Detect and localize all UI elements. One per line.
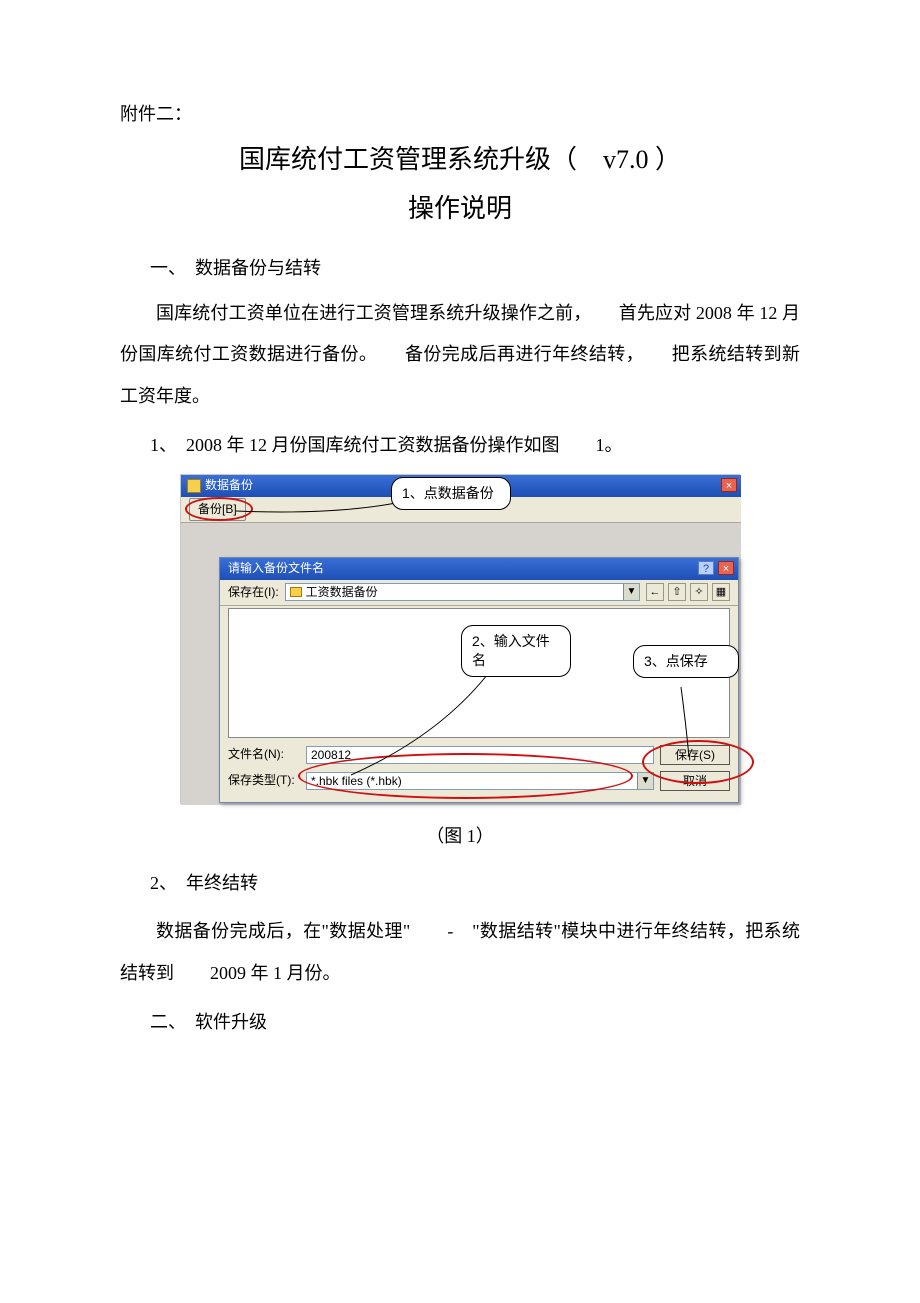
section-2-heading: 二、 软件升级 — [150, 1008, 800, 1037]
dialog-help-button[interactable]: ? — [698, 561, 714, 575]
new-folder-icon[interactable]: ✧ — [690, 583, 708, 601]
save-in-label: 保存在(I): — [228, 583, 279, 602]
app-icon — [187, 479, 201, 493]
doc-title-sub: 操作说明 — [120, 188, 800, 230]
chevron-down-icon[interactable]: ▼ — [637, 773, 653, 789]
figure-1-screenshot: 数据备份 × 备份[B] 请输入备份文件名 ? × 保存在(I): 工资数据备份… — [180, 474, 740, 804]
highlight-oval-backup — [185, 497, 253, 521]
figure-1-caption: （图 1） — [120, 822, 800, 851]
highlight-oval-filename — [298, 753, 633, 799]
filetype-label: 保存类型(T): — [228, 771, 300, 790]
dialog-tool-icons: ← ⇧ ✧ ▦ — [646, 583, 730, 601]
view-menu-icon[interactable]: ▦ — [712, 583, 730, 601]
highlight-oval-save — [642, 740, 754, 784]
save-in-folder-name: 工资数据备份 — [306, 583, 378, 602]
nav-up-icon[interactable]: ⇧ — [668, 583, 686, 601]
outer-window-title: 数据备份 — [205, 476, 253, 495]
save-dialog-toolbar: 保存在(I): 工资数据备份 ▼ ← ⇧ ✧ ▦ — [220, 580, 738, 606]
save-dialog-titlebar: 请输入备份文件名 ? × — [220, 558, 738, 580]
callout-2: 2、输入文件名 — [461, 625, 571, 677]
chevron-down-icon[interactable]: ▼ — [623, 584, 639, 600]
step-1: 1、 2008 年 12 月份国库统付工资数据备份操作如图 1。 — [150, 431, 800, 460]
step-2: 2、 年终结转 — [150, 869, 800, 898]
outer-close-button[interactable]: × — [721, 478, 737, 492]
doc-title-main: 国库统付工资管理系统升级（ v7.0 ） — [120, 139, 800, 181]
section-1-heading: 一、 数据备份与结转 — [150, 254, 800, 283]
folder-icon — [290, 587, 302, 597]
callout-3: 3、点保存 — [633, 645, 739, 678]
save-dialog-title: 请输入备份文件名 — [228, 559, 324, 578]
save-dialog: 请输入备份文件名 ? × 保存在(I): 工资数据备份 ▼ ← ⇧ ✧ ▦ 文件… — [219, 557, 739, 803]
attachment-prefix: 附件二： — [120, 100, 800, 129]
save-in-combo[interactable]: 工资数据备份 ▼ — [285, 583, 640, 601]
filename-label: 文件名(N): — [228, 745, 300, 764]
nav-back-icon[interactable]: ← — [646, 583, 664, 601]
callout-1: 1、点数据备份 — [391, 477, 511, 510]
paragraph-1: 国库统付工资单位在进行工资管理系统升级操作之前， 首先应对 2008 年 12 … — [120, 293, 800, 417]
dialog-close-button[interactable]: × — [718, 561, 734, 575]
paragraph-2: 数据备份完成后，在"数据处理" - "数据结转"模块中进行年终结转，把系统结转到… — [120, 911, 800, 994]
